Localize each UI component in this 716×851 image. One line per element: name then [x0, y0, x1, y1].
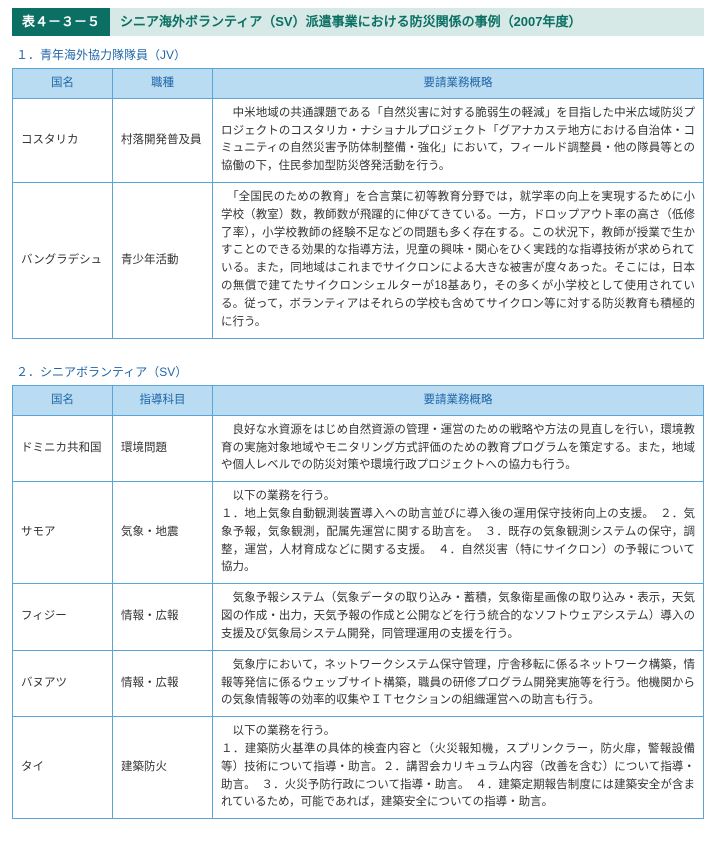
cell-desc: 気象予報システム（気象データの取り込み・蓄積，気象衛星画像の取り込み・表示，天気…	[213, 584, 704, 650]
col-role: 職種	[113, 68, 213, 98]
table-row: ドミニカ共和国 環境問題 良好な水資源をはじめ自然資源の管理・運営のための戦略や…	[13, 415, 704, 481]
cell-country: サモア	[13, 482, 113, 584]
cell-subject: 気象・地震	[113, 482, 213, 584]
cell-country: ドミニカ共和国	[13, 415, 113, 481]
cell-subject: 情報・広報	[113, 584, 213, 650]
cell-desc: 気象庁において，ネットワークシステム保守管理，庁舎移転に係るネットワーク構築，情…	[213, 650, 704, 716]
table-number-tag: 表４－３－５	[12, 8, 110, 36]
col-country: 国名	[13, 68, 113, 98]
table-row: バングラデシュ 青少年活動 「全国民のための教育」を合言葉に初等教育分野では，就…	[13, 183, 704, 339]
table-row: サモア 気象・地震 以下の業務を行う。１．地上気象自動観測装置導入への助言並びに…	[13, 482, 704, 584]
table-row: タイ 建築防火 以下の業務を行う。１．建築防火基準の具体的検査内容と（火災報知機…	[13, 717, 704, 819]
cell-desc: 中米地域の共通課題である「自然災害に対する脆弱生の軽減」を目指した中米広域防災プ…	[213, 98, 704, 182]
cell-country: バングラデシュ	[13, 183, 113, 339]
table-row: コスタリカ 村落開発普及員 中米地域の共通課題である「自然災害に対する脆弱生の軽…	[13, 98, 704, 182]
table-header-row: 国名 職種 要請業務概略	[13, 68, 704, 98]
table-jv: 国名 職種 要請業務概略 コスタリカ 村落開発普及員 中米地域の共通課題である「…	[12, 68, 704, 339]
cell-country: フィジー	[13, 584, 113, 650]
cell-role: 村落開発普及員	[113, 98, 213, 182]
cell-desc: 「全国民のための教育」を合言葉に初等教育分野では，就学率の向上を実現するために小…	[213, 183, 704, 339]
cell-role: 青少年活動	[113, 183, 213, 339]
section2-label: ２．シニアボランティア（SV）	[16, 363, 704, 381]
cell-desc: 以下の業務を行う。１．建築防火基準の具体的検査内容と（火災報知機，スプリンクラー…	[213, 717, 704, 819]
table-title: シニア海外ボランティア（SV）派遣事業における防災関係の事例（2007年度）	[110, 8, 704, 36]
cell-desc: 以下の業務を行う。１．地上気象自動観測装置導入への助言並びに導入後の運用保守技術…	[213, 482, 704, 584]
title-bar: 表４－３－５ シニア海外ボランティア（SV）派遣事業における防災関係の事例（20…	[12, 8, 704, 36]
table-header-row: 国名 指導科目 要請業務概略	[13, 385, 704, 415]
col-desc: 要請業務概略	[213, 68, 704, 98]
cell-subject: 情報・広報	[113, 650, 213, 716]
cell-country: タイ	[13, 717, 113, 819]
cell-subject: 環境問題	[113, 415, 213, 481]
col-country: 国名	[13, 385, 113, 415]
cell-country: バヌアツ	[13, 650, 113, 716]
table-row: バヌアツ 情報・広報 気象庁において，ネットワークシステム保守管理，庁舎移転に係…	[13, 650, 704, 716]
table-row: フィジー 情報・広報 気象予報システム（気象データの取り込み・蓄積，気象衛星画像…	[13, 584, 704, 650]
cell-subject: 建築防火	[113, 717, 213, 819]
cell-country: コスタリカ	[13, 98, 113, 182]
table-sv: 国名 指導科目 要請業務概略 ドミニカ共和国 環境問題 良好な水資源をはじめ自然…	[12, 385, 704, 820]
col-subject: 指導科目	[113, 385, 213, 415]
col-desc: 要請業務概略	[213, 385, 704, 415]
cell-desc: 良好な水資源をはじめ自然資源の管理・運営のための戦略や方法の見直しを行い，環境教…	[213, 415, 704, 481]
section1-label: １．青年海外協力隊隊員（JV）	[16, 46, 704, 64]
